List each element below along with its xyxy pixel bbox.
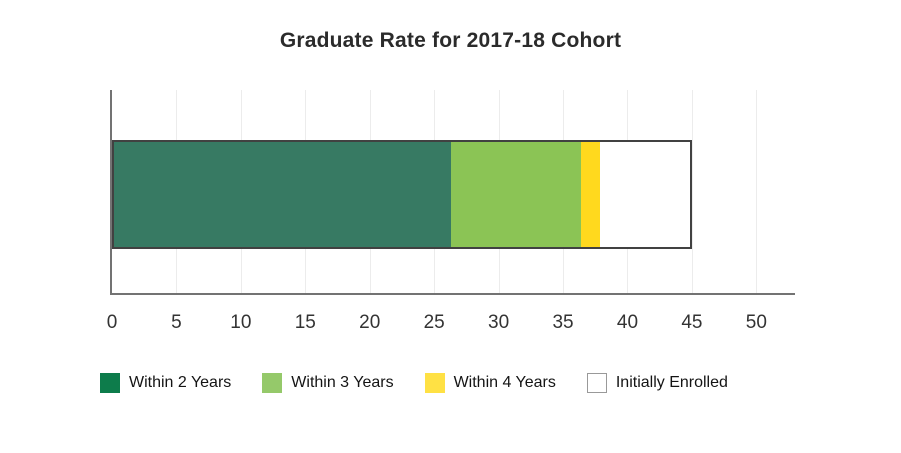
x-tick-label-0: 0 [106,312,118,333]
legend-swatch-icon [262,373,283,393]
x-axis-line [110,293,795,295]
x-tick-label-5: 5 [171,312,182,333]
x-tick-label-40: 40 [616,312,639,333]
bar-segment-initially-enrolled [600,142,690,247]
legend-label: Within 2 Years [129,374,232,391]
chart-title: Graduate Rate for 2017-18 Cohort [279,29,622,52]
legend-label: Within 4 Years [453,374,556,391]
x-tick-label-15: 15 [294,312,316,333]
plot-area: 0 5 10 15 20 25 30 35 40 45 50 [107,90,795,333]
legend-item-within-4-years: Within 4 Years [424,373,556,393]
gridline-45 [691,90,693,293]
x-tick-label-10: 10 [230,312,252,333]
legend: Within 2 Years Within 3 Years Within 4 Yea… [100,373,728,393]
gridline-50 [756,90,758,293]
legend-item-within-2-years: Within 2 Years [100,373,231,393]
legend-item-initially-enrolled: Initially Enrolled [586,373,728,393]
legend-swatch-icon [586,373,607,393]
x-tick-label-25: 25 [423,312,445,333]
stacked-bar [112,140,692,249]
legend-label: Initially Enrolled [615,374,728,391]
x-tick-label-50: 50 [745,312,767,333]
legend-swatch-icon [100,373,120,393]
legend-item-within-3-years: Within 3 Years [262,373,394,393]
bar-segment-within-2-years [114,142,451,247]
x-tick-label-45: 45 [681,312,703,333]
legend-label: Within 3 Years [291,374,394,391]
y-axis-line [110,90,112,295]
x-tick-label-30: 30 [488,312,510,333]
bar-segment-within-3-years [450,142,582,247]
x-tick-label-20: 20 [359,312,381,333]
bar-segment-within-4-years [581,142,601,247]
x-tick-label-35: 35 [552,312,574,333]
legend-swatch-icon [424,373,445,393]
